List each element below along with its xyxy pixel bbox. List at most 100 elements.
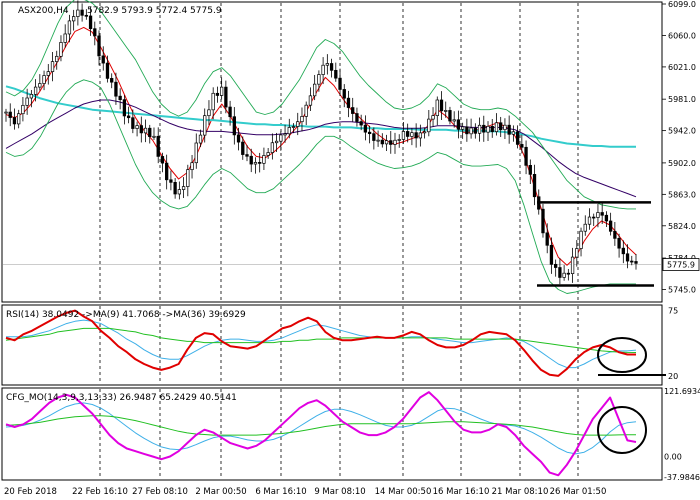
candle-body xyxy=(460,126,465,130)
candle-body xyxy=(372,133,376,141)
candle-body xyxy=(266,152,270,156)
candle-body xyxy=(494,122,499,133)
cfg-line-1 xyxy=(5,391,637,477)
candle xyxy=(570,247,575,283)
candle-body xyxy=(313,83,317,97)
candle xyxy=(42,70,46,91)
candle xyxy=(604,211,609,227)
candle-body xyxy=(291,126,296,128)
y-tick-label: 5902.0 xyxy=(668,159,696,168)
candle xyxy=(262,147,266,170)
candle xyxy=(17,109,21,129)
candle xyxy=(258,152,262,173)
candle-body xyxy=(393,139,397,145)
candle-body xyxy=(397,139,401,141)
candle-body xyxy=(139,125,143,134)
x-tick-label: 2 Mar 00:50 xyxy=(195,487,246,497)
candle-body xyxy=(570,256,575,274)
x-tick-label: 14 Mar 00:50 xyxy=(375,487,432,497)
candle xyxy=(274,132,279,152)
candle-body xyxy=(173,181,177,195)
cfg-y-tick-label: 0.00 xyxy=(664,453,682,462)
candle-body xyxy=(219,86,224,96)
candle-body xyxy=(114,81,118,97)
candle xyxy=(313,74,317,101)
rsi-ma36-line xyxy=(5,327,637,353)
candle-body xyxy=(135,125,139,129)
candle xyxy=(59,35,63,62)
candle xyxy=(401,121,406,144)
candle-body xyxy=(575,248,579,258)
candle xyxy=(600,203,604,224)
candle xyxy=(215,86,220,103)
candle-body xyxy=(554,263,558,268)
candle xyxy=(321,57,325,85)
candle-body xyxy=(583,223,587,232)
candle-body xyxy=(363,124,368,133)
candle-body xyxy=(198,134,203,144)
candle xyxy=(351,97,355,122)
candle-body xyxy=(33,86,38,95)
candle-body xyxy=(608,220,613,232)
candle xyxy=(55,50,59,70)
candle xyxy=(266,147,270,159)
candle xyxy=(181,177,186,198)
candle-body xyxy=(465,126,469,135)
candle-body xyxy=(21,104,25,115)
candle xyxy=(558,258,562,285)
candle-body xyxy=(46,71,50,76)
candle-body xyxy=(245,154,249,157)
candle xyxy=(122,95,127,125)
candle-body xyxy=(190,162,194,171)
candle-body xyxy=(630,260,634,263)
candle xyxy=(296,112,300,136)
candle-body xyxy=(55,55,59,62)
candle xyxy=(541,203,545,238)
candle xyxy=(473,123,477,139)
candle-body xyxy=(160,156,165,164)
candle xyxy=(21,96,25,122)
candle xyxy=(156,127,160,164)
candle-body xyxy=(215,92,220,96)
current-price-label: 5775.9 xyxy=(667,261,695,270)
candle xyxy=(469,118,473,139)
candle-body xyxy=(503,124,507,131)
candle xyxy=(367,125,372,144)
candle-body xyxy=(545,232,549,246)
candle xyxy=(427,109,431,137)
candle-body xyxy=(600,212,604,216)
candle xyxy=(520,134,524,154)
x-tick-label: 6 Mar 16:10 xyxy=(255,487,306,497)
candle-body xyxy=(486,125,490,133)
candle xyxy=(76,0,80,26)
candle-body xyxy=(566,272,570,275)
candle-body xyxy=(101,55,105,64)
current-price-tag xyxy=(662,258,700,271)
candle xyxy=(194,133,198,169)
candle xyxy=(579,227,583,257)
rsi-header-label: RSI(14) 38.0492 ->MA(9) 41.7068 ->MA(36)… xyxy=(6,310,246,320)
candle-body xyxy=(279,134,283,142)
candle xyxy=(211,87,215,120)
candle-body xyxy=(59,42,63,57)
candle xyxy=(105,55,110,83)
cfg-pane-frame xyxy=(1,387,663,481)
candle-body xyxy=(579,230,583,249)
candle-body xyxy=(148,127,152,138)
candle xyxy=(236,127,241,151)
candle-body xyxy=(469,127,473,135)
candle-body xyxy=(262,155,266,164)
candle xyxy=(334,62,338,82)
candle-body xyxy=(418,132,423,139)
candle-body xyxy=(84,14,88,17)
candle-body xyxy=(338,77,342,90)
candle-body xyxy=(118,95,122,100)
candle-body xyxy=(524,146,528,166)
candle xyxy=(587,208,592,230)
candle-body xyxy=(76,9,80,17)
candle xyxy=(291,123,296,134)
candle xyxy=(152,127,156,140)
candle xyxy=(346,90,351,118)
candle-body xyxy=(274,140,279,144)
